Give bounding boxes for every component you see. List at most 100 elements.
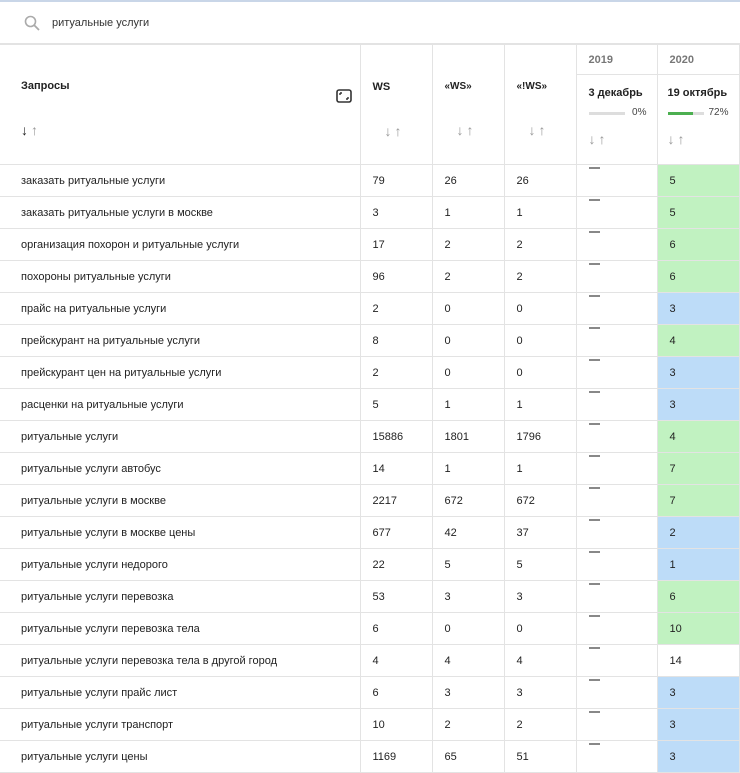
position-2019-cell <box>575 292 658 325</box>
ws-cell: 10 <box>359 708 433 741</box>
table-row[interactable]: расценки на ритуальные услуги 5 1 1 3 <box>0 388 740 421</box>
position-2020-cell: 6 <box>656 228 740 261</box>
position-2020-cell: 7 <box>656 484 740 517</box>
sort-controls[interactable]: ↓↑ <box>589 131 657 147</box>
table-row[interactable]: ритуальные услуги 15886 1801 1796 4 <box>0 420 740 453</box>
ws-excl-cell: 0 <box>503 356 577 389</box>
position-2019-cell <box>575 708 658 741</box>
table-row[interactable]: ритуальные услуги цены 1169 65 51 3 <box>0 740 740 773</box>
expand-icon[interactable] <box>335 89 352 103</box>
position-2019-cell <box>575 452 658 485</box>
sort-asc-icon[interactable]: ↑ <box>394 122 405 139</box>
ws-cell: 2 <box>359 292 433 325</box>
ws-cell: 14 <box>359 452 433 485</box>
table-row[interactable]: ритуальные услуги недорого 22 5 5 1 <box>0 548 740 581</box>
position-2020-cell: 4 <box>656 420 740 453</box>
dash-icon <box>588 294 600 297</box>
sort-asc-icon[interactable]: ↑ <box>598 131 609 147</box>
query-cell: заказать ритуальные услуги <box>0 164 361 197</box>
table-row[interactable]: прейскурант цен на ритуальные услуги 2 0 0 3 <box>0 356 740 389</box>
query-cell: ритуальные услуги прайс лист <box>0 676 361 709</box>
sort-controls[interactable]: ↓↑ <box>373 123 432 139</box>
position-2020-cell: 3 <box>656 388 740 421</box>
sort-desc-icon[interactable]: ↓ <box>528 122 539 138</box>
ws-quoted-cell: 5 <box>431 548 505 581</box>
table-row[interactable]: ритуальные услуги перевозка тела в друго… <box>0 644 740 677</box>
ws-excl-cell: 1796 <box>503 420 577 453</box>
query-cell: прейскурант цен на ритуальные услуги <box>0 356 361 389</box>
ws-quoted-cell: 1 <box>431 388 505 421</box>
column-header-ws-quoted: «WS» ↓↑ <box>431 44 505 165</box>
dash-icon <box>588 678 600 681</box>
table-row[interactable]: ритуальные услуги перевозка 53 3 3 6 <box>0 580 740 613</box>
sort-asc-icon[interactable]: ↑ <box>677 131 688 147</box>
sort-controls[interactable]: ↓↑ <box>668 131 739 147</box>
ws-excl-label: «!WS» <box>516 81 548 92</box>
table-row[interactable]: организация похорон и ритуальные услуги 1… <box>0 228 740 261</box>
ws-quoted-cell: 3 <box>431 676 505 709</box>
sort-desc-icon[interactable]: ↓ <box>456 122 467 138</box>
table-row[interactable]: ритуальные услуги автобус 14 1 1 7 <box>0 452 740 485</box>
position-2019-cell <box>575 420 658 453</box>
search-input[interactable] <box>52 16 352 29</box>
table-row[interactable]: заказать ритуальные услуги в москве 3 1 1 5 <box>0 196 740 229</box>
progress-bar <box>667 111 704 115</box>
sort-desc-icon[interactable]: ↓ <box>21 121 31 138</box>
sort-asc-icon[interactable]: ↑ <box>31 121 41 138</box>
sort-desc-icon[interactable]: ↓ <box>588 131 599 147</box>
table-row[interactable]: ритуальные услуги в москве 2217 672 672 7 <box>0 484 740 517</box>
position-2019-cell <box>575 356 658 389</box>
keywords-table: Запросы ↓↑ WS ↓↑ «WS» ↓↑ «!WS» ↓↑ 2019 2020… <box>0 44 740 773</box>
ws-quoted-cell: 0 <box>431 612 505 645</box>
sort-controls[interactable]: ↓↑ <box>445 122 504 138</box>
ws-quoted-cell: 2 <box>431 260 505 293</box>
query-cell: заказать ритуальные услуги в москве <box>0 196 361 229</box>
year-2019: 2019 <box>575 44 658 75</box>
table-row[interactable]: прейскурант на ритуальные услуги 8 0 0 4 <box>0 324 740 357</box>
table-row[interactable]: ритуальные услуги транспорт 10 2 2 3 <box>0 708 740 741</box>
dash-icon <box>588 326 600 329</box>
dash-icon <box>588 454 600 457</box>
table-row[interactable]: ритуальные услуги прайс лист 6 3 3 3 <box>0 676 740 709</box>
query-cell: ритуальные услуги автобус <box>0 452 361 485</box>
ws-excl-cell: 2 <box>503 228 577 261</box>
sort-controls[interactable]: ↓↑ <box>21 122 360 138</box>
position-2019-cell <box>575 228 658 261</box>
ws-cell: 2 <box>359 356 433 389</box>
table-row[interactable]: ритуальные услуги перевозка тела 6 0 0 10 <box>0 612 740 645</box>
position-2020-cell: 14 <box>656 644 740 677</box>
position-2019-cell <box>575 324 658 357</box>
ws-excl-cell: 26 <box>503 164 577 197</box>
sort-desc-icon[interactable]: ↓ <box>384 122 395 139</box>
table-row[interactable]: похороны ритуальные услуги 96 2 2 6 <box>0 260 740 293</box>
query-cell: ритуальные услуги перевозка <box>0 580 361 613</box>
ws-cell: 8 <box>359 324 433 357</box>
sort-desc-icon[interactable]: ↓ <box>667 131 678 147</box>
ws-excl-cell: 3 <box>503 580 577 613</box>
position-2020-cell: 5 <box>656 196 740 229</box>
dash-icon <box>588 582 600 585</box>
table-row[interactable]: заказать ритуальные услуги 79 26 26 5 <box>0 164 740 197</box>
position-2020-cell: 3 <box>656 740 740 773</box>
dash-icon <box>588 166 600 169</box>
ws-excl-cell: 37 <box>503 516 577 549</box>
ws-cell: 4 <box>359 644 433 677</box>
query-cell: ритуальные услуги в москве цены <box>0 516 361 549</box>
position-2020-cell: 6 <box>656 260 740 293</box>
position-2020-cell: 7 <box>656 452 740 485</box>
ws-cell: 22 <box>359 548 433 581</box>
ws-quoted-label: «WS» <box>444 81 472 92</box>
position-2019-cell <box>575 388 658 421</box>
dash-icon <box>588 262 600 265</box>
sort-asc-icon[interactable]: ↑ <box>466 122 477 138</box>
table-row[interactable]: прайс на ритуальные услуги 2 0 0 3 <box>0 292 740 325</box>
query-header-label: Запросы <box>21 79 70 92</box>
sort-asc-icon[interactable]: ↑ <box>538 122 549 138</box>
ws-excl-cell: 1 <box>503 452 577 485</box>
table-row[interactable]: ритуальные услуги в москве цены 677 42 37 2 <box>0 516 740 549</box>
query-cell: ритуальные услуги цены <box>0 740 361 773</box>
ws-cell: 53 <box>359 580 433 613</box>
dash-icon <box>588 550 600 553</box>
progress-percent: 0% <box>632 107 647 118</box>
sort-controls[interactable]: ↓↑ <box>517 122 576 138</box>
